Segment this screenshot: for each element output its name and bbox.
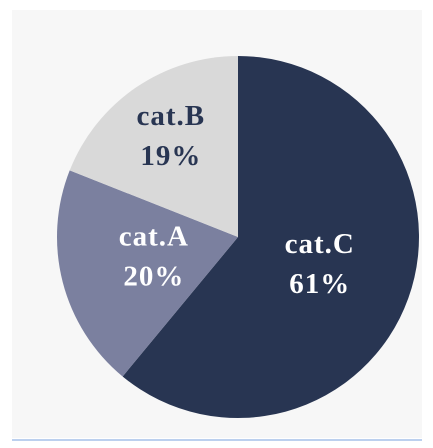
pie-slice [122, 56, 419, 418]
slice-value-label: 61% [289, 268, 350, 300]
slice-value-label: 20% [123, 260, 184, 292]
slice-label: cat.A [119, 220, 189, 252]
slice-value-label: 19% [140, 140, 201, 172]
slice-label: cat.B [137, 100, 206, 132]
pie-slice [69, 56, 239, 237]
pie-slice [56, 170, 238, 377]
pie: cat.C 61% cat.A 20% cat.B 19% [56, 56, 419, 418]
slice-label: cat.C [285, 228, 355, 260]
